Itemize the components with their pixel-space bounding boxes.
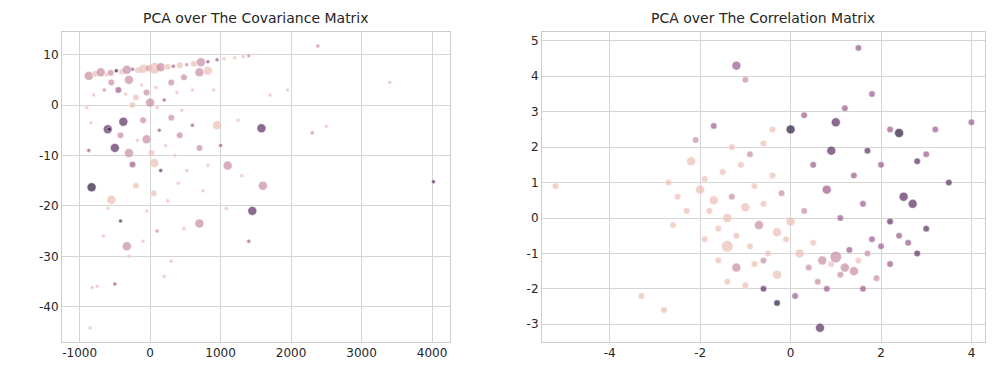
svg-text:2: 2	[531, 140, 539, 154]
svg-text:2000: 2000	[276, 346, 307, 360]
svg-text:0: 0	[51, 98, 59, 112]
svg-text:-3: -3	[527, 317, 539, 331]
svg-text:0: 0	[787, 346, 795, 360]
svg-text:-4: -4	[604, 346, 616, 360]
svg-text:-2: -2	[694, 346, 706, 360]
svg-text:4000: 4000	[417, 346, 448, 360]
svg-text:1: 1	[531, 176, 539, 190]
svg-text:4: 4	[531, 69, 539, 83]
svg-text:3000: 3000	[346, 346, 377, 360]
svg-text:-1000: -1000	[62, 346, 97, 360]
svg-text:0: 0	[146, 346, 154, 360]
svg-text:PCA over The Correlation Matri: PCA over The Correlation Matrix	[651, 10, 875, 26]
svg-text:-30: -30	[39, 250, 59, 264]
svg-text:4: 4	[968, 346, 976, 360]
svg-text:-20: -20	[39, 199, 59, 213]
svg-text:PCA over The Covariance Matrix: PCA over The Covariance Matrix	[143, 10, 369, 26]
svg-text:0: 0	[531, 211, 539, 225]
svg-text:1000: 1000	[205, 346, 236, 360]
svg-text:2: 2	[877, 346, 885, 360]
svg-text:3: 3	[531, 105, 539, 119]
svg-text:10: 10	[43, 48, 58, 62]
svg-text:-10: -10	[39, 149, 59, 163]
svg-text:-2: -2	[527, 282, 539, 296]
svg-text:5: 5	[531, 34, 539, 48]
svg-text:-1: -1	[527, 247, 539, 261]
svg-text:-40: -40	[39, 300, 59, 314]
